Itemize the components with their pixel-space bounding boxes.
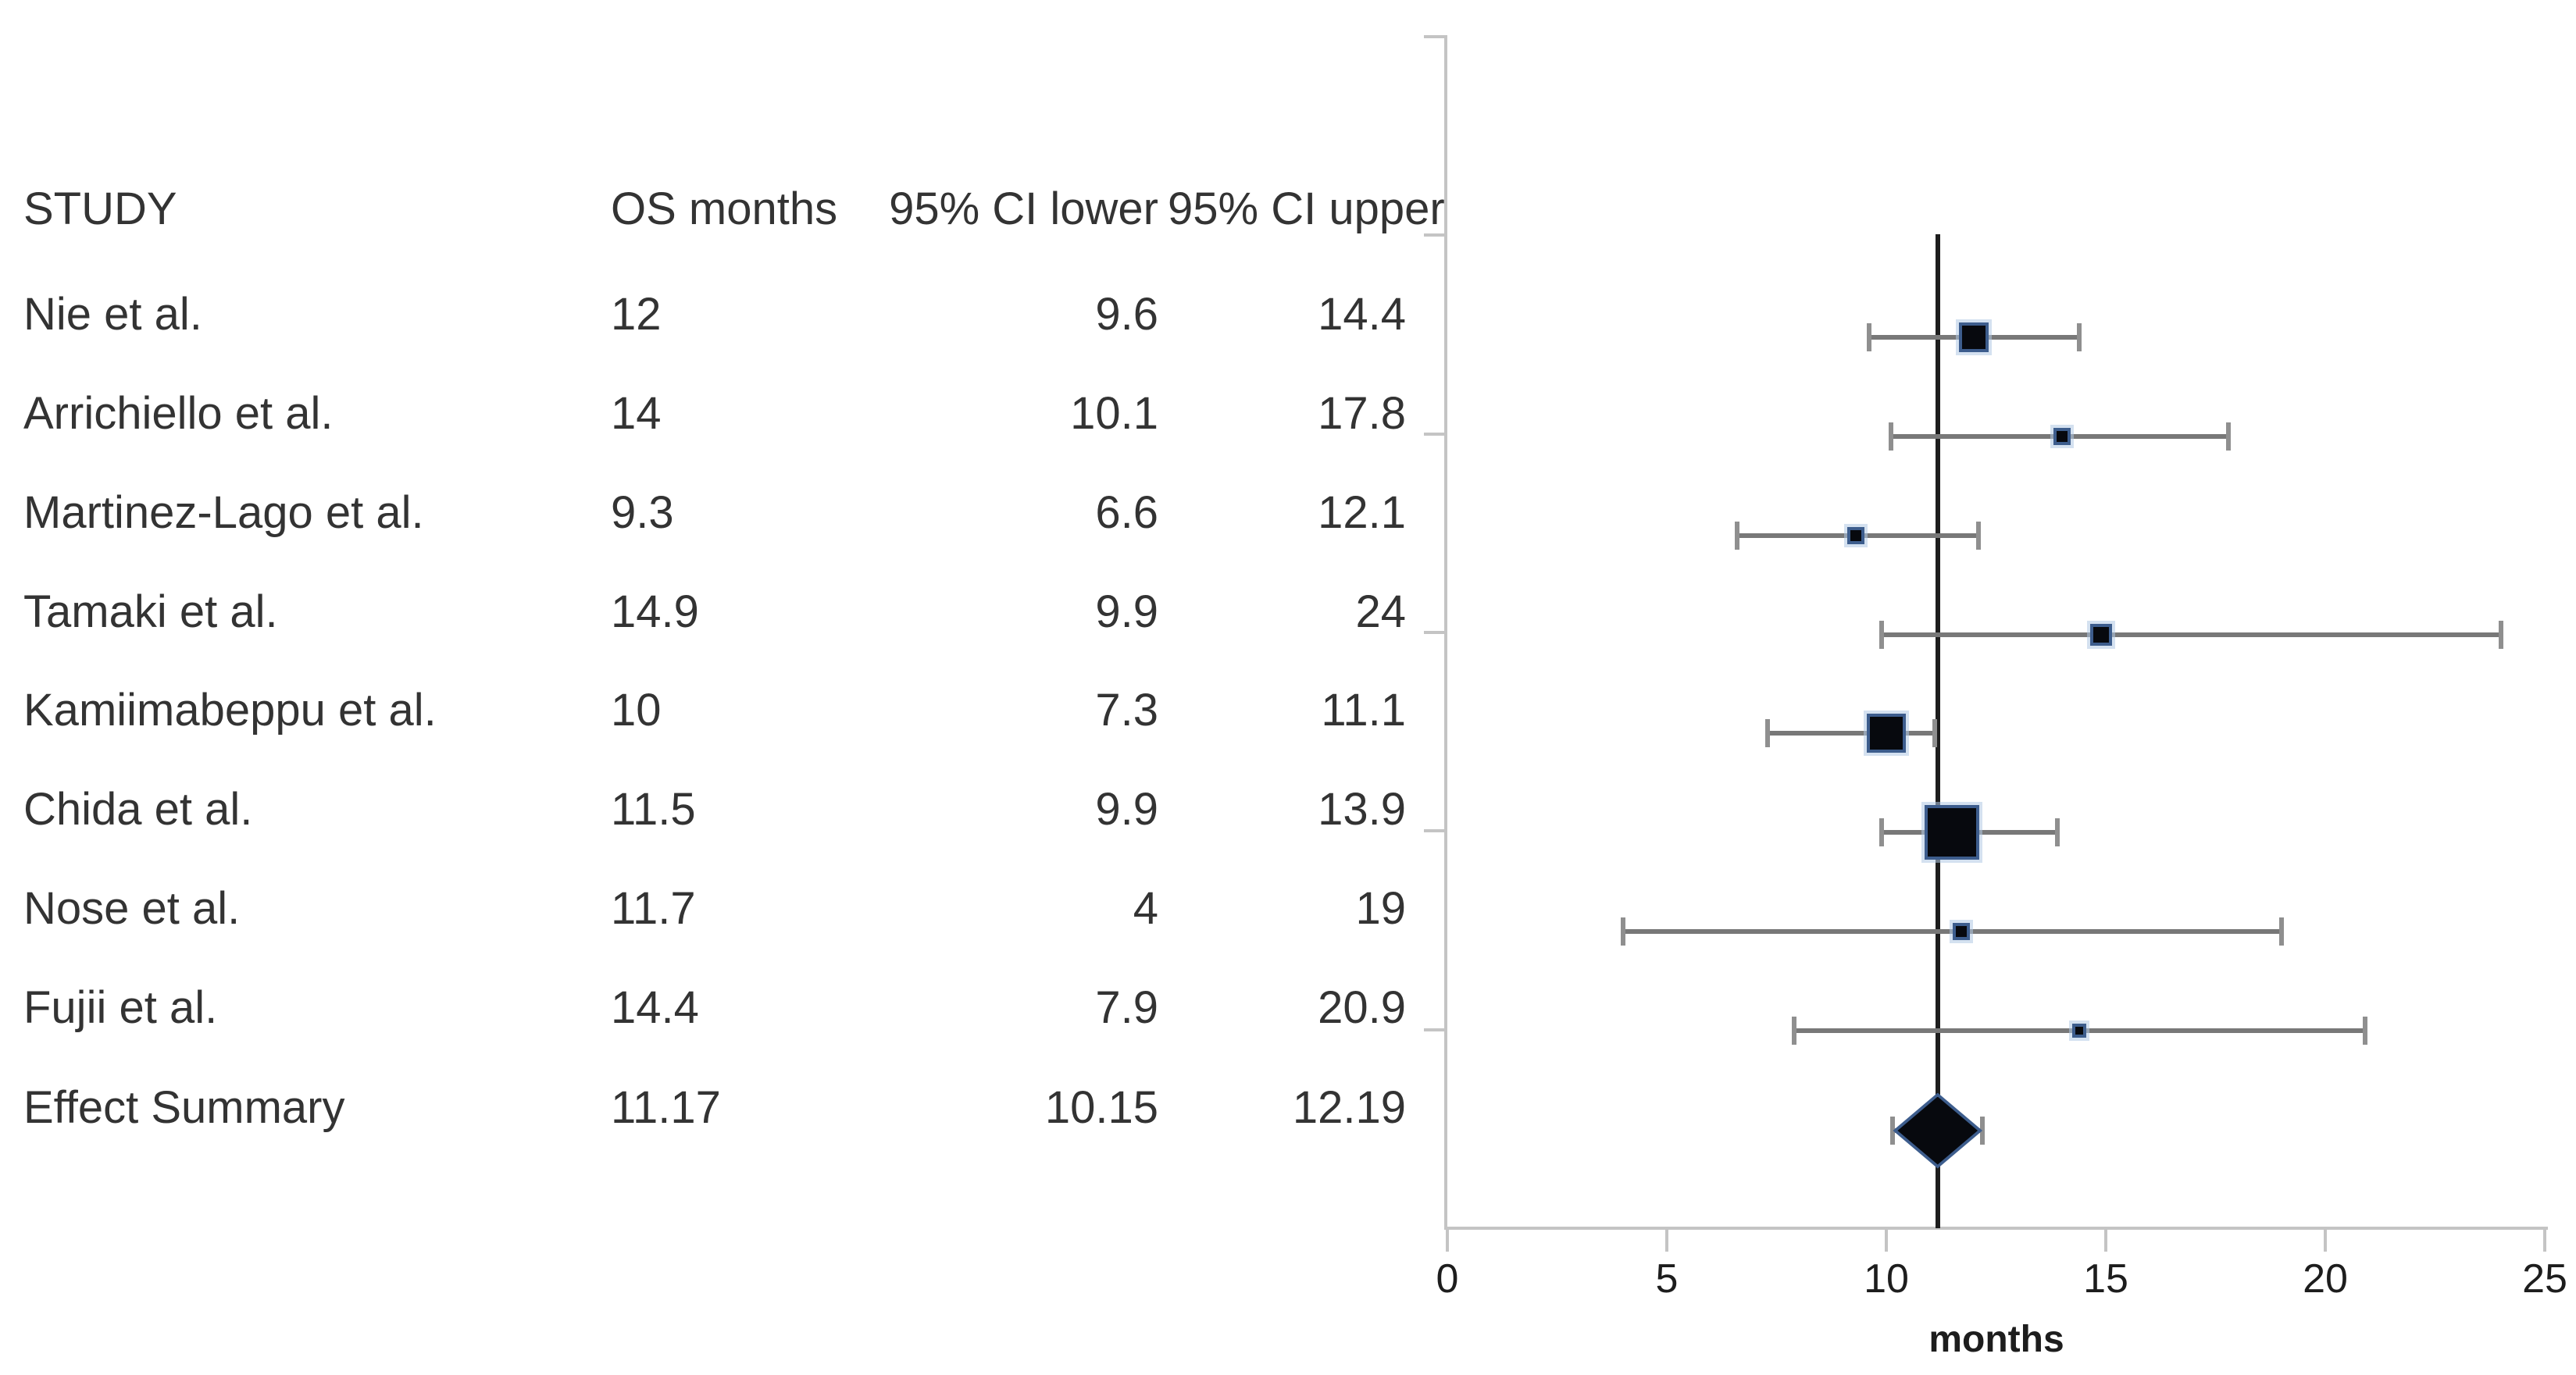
y-spine-tick [1424, 631, 1444, 634]
ci-cap-lower [1620, 917, 1625, 946]
y-spine-tick [1424, 433, 1444, 436]
summary-reference-line [1935, 234, 1940, 1228]
forest-marker-square [1959, 322, 1989, 352]
os-months-cell: 10 [611, 685, 662, 736]
x-axis-title: months [1928, 1319, 2064, 1360]
os-months-cell: 11.7 [611, 883, 696, 935]
study-name-cell: Effect Summary [23, 1082, 345, 1133]
x-tick-label: 25 [2522, 1256, 2567, 1302]
ci-cap-lower [1866, 323, 1871, 351]
ci-lower-cell: 10.15 [1044, 1082, 1158, 1133]
study-name-cell: Tamaki et al. [23, 586, 278, 637]
x-tick-label: 10 [1864, 1256, 1909, 1302]
forest-marker-square [1925, 805, 1980, 860]
os-months-cell: 14 [611, 387, 662, 439]
forest-marker-square [2090, 623, 2113, 646]
study-name-cell: Fujii et al. [23, 981, 218, 1033]
forest-marker-square [1846, 526, 1864, 544]
y-spine-tick [1424, 35, 1444, 38]
ci-cap-upper [1932, 719, 1937, 748]
study-name-cell: Nie et al. [23, 289, 202, 340]
ci-lower-cell: 6.6 [1095, 486, 1158, 538]
study-name-cell: Martinez-Lago et al. [23, 486, 424, 538]
ci-upper-cell: 19 [1355, 883, 1406, 935]
ci-cap-lower [1879, 620, 1885, 649]
column-header-ci-lower: 95% CI lower [889, 183, 1158, 234]
ci-cap-upper [2055, 818, 2060, 847]
x-axis-tick [1446, 1230, 1449, 1252]
study-name-cell: Arrichiello et al. [23, 387, 334, 439]
ci-upper-cell: 12.1 [1318, 486, 1406, 538]
study-name-cell: Kamiimabeppu et al. [23, 685, 437, 736]
ci-whisker [1768, 731, 1935, 736]
os-months-cell: 9.3 [611, 486, 674, 538]
ci-lower-cell: 9.9 [1095, 586, 1158, 637]
study-name-cell: Chida et al. [23, 784, 253, 835]
os-months-cell: 14.4 [611, 981, 699, 1033]
x-axis-tick [2324, 1230, 2327, 1252]
x-tick-label: 5 [1655, 1256, 1679, 1302]
ci-cap-lower [1791, 1016, 1796, 1045]
ci-lower-cell: 7.9 [1095, 981, 1158, 1033]
ci-lower-cell: 9.6 [1095, 289, 1158, 340]
ci-lower-cell: 9.9 [1095, 784, 1158, 835]
y-spine-tick [1424, 233, 1444, 237]
forest-marker-square [1952, 923, 1970, 941]
ci-upper-cell: 12.19 [1292, 1082, 1406, 1133]
ci-upper-cell: 11.1 [1321, 685, 1406, 736]
x-axis-tick [1885, 1230, 1888, 1252]
ci-cap-upper [2278, 917, 2284, 946]
column-header-os-months: OS months [611, 183, 838, 234]
column-header-study: STUDY [23, 183, 177, 234]
forest-marker-square [2072, 1023, 2087, 1038]
ci-cap-lower [1765, 719, 1771, 748]
study-name-cell: Nose et al. [23, 883, 241, 935]
ci-cap-lower [1888, 422, 1893, 451]
ci-cap-upper [2077, 323, 2082, 351]
x-axis-line [1444, 1227, 2548, 1230]
x-tick-label: 0 [1436, 1256, 1459, 1302]
ci-upper-cell: 24 [1355, 586, 1406, 637]
ci-upper-cell: 13.9 [1318, 784, 1406, 835]
ci-whisker [1882, 632, 2501, 637]
x-tick-label: 15 [2083, 1256, 2128, 1302]
os-months-cell: 11.17 [611, 1082, 721, 1133]
ci-lower-cell: 7.3 [1095, 685, 1158, 736]
column-header-ci-upper: 95% CI upper [1168, 183, 1445, 234]
ci-whisker [1622, 929, 2282, 935]
ci-cap-lower [1879, 818, 1885, 847]
ci-cap-upper [1980, 1117, 1986, 1145]
ci-lower-cell: 10.1 [1070, 387, 1158, 439]
x-axis-tick [1665, 1230, 1668, 1252]
ci-upper-cell: 20.9 [1318, 981, 1406, 1033]
ci-upper-cell: 17.8 [1318, 387, 1406, 439]
ci-lower-cell: 4 [1133, 883, 1158, 935]
x-tick-label: 20 [2303, 1256, 2348, 1302]
ci-cap-upper [2362, 1016, 2367, 1045]
ci-cap-lower [1734, 521, 1739, 550]
os-months-cell: 12 [611, 289, 662, 340]
x-axis-tick [2104, 1230, 2107, 1252]
ci-upper-cell: 14.4 [1318, 289, 1406, 340]
y-axis-spine [1444, 35, 1447, 1230]
os-months-cell: 11.5 [611, 784, 696, 835]
y-spine-tick [1424, 829, 1444, 832]
summary-diamond [1893, 1092, 1983, 1169]
summary-diamond-fill [1897, 1096, 1978, 1165]
x-axis-tick [2543, 1230, 2546, 1252]
forest-marker-square [1867, 714, 1906, 753]
ci-cap-upper [2498, 620, 2503, 649]
os-months-cell: 14.9 [611, 586, 699, 637]
ci-cap-upper [2226, 422, 2232, 451]
forest-marker-square [2053, 427, 2071, 445]
y-spine-tick [1424, 1028, 1444, 1031]
ci-cap-upper [1976, 521, 1982, 550]
